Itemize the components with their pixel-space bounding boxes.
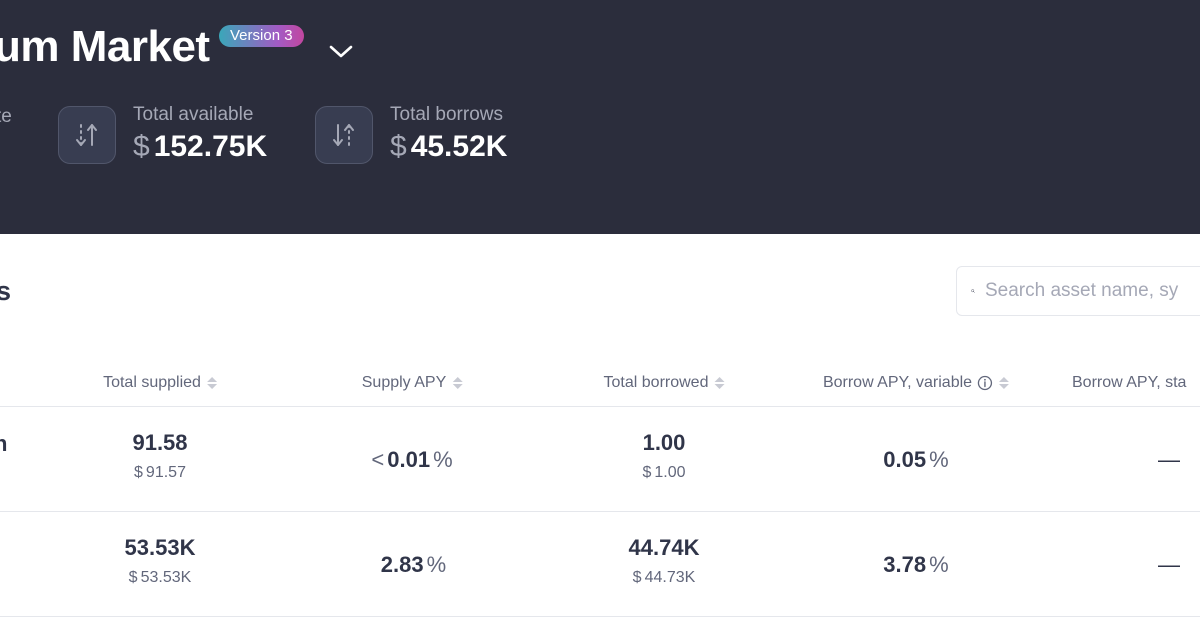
column-header-label: Total supplied [103,374,201,391]
total-supplied-value: 53.53K [124,535,196,560]
column-header-total-borrowed[interactable]: Total borrowed [604,374,725,392]
search-icon [971,289,975,293]
market-title: um Market [0,22,210,71]
total-supplied-usd: $91.57 [134,464,186,481]
sort-icon [714,376,725,390]
chevron-down-icon [329,45,353,58]
search-input[interactable] [985,280,1200,302]
arrows-up-down-icon [58,106,116,164]
total-borrowed-value: 1.00 [642,430,686,455]
market-header: um Market Version 3 te Total available $… [0,0,1200,234]
total-borrowed-cell: 44.74K $44.73K [629,535,700,587]
column-header-borrow-apy-variable[interactable]: Borrow APY, variable [822,374,1010,392]
asset-name: h [0,431,8,456]
total-supplied-usd: $53.53K [128,569,192,586]
borrow-apy-variable-value: 3.78% [883,552,949,577]
borrow-apy-stable-value: — [1158,552,1180,577]
column-header-label: Borrow APY, sta [1072,374,1187,391]
row-divider [0,616,1200,617]
stat-label: Total borrows [390,104,503,125]
sort-icon [452,376,463,390]
supply-apy-value: <0.01% [371,447,453,472]
total-supplied-cell: 53.53K $53.53K [125,535,196,587]
sort-icon [206,376,217,390]
market-selector-button[interactable] [328,40,354,64]
total-supplied-cell: 91.58 $91.57 [132,430,187,482]
version-badge: Version 3 [219,25,304,47]
borrow-apy-variable-value: 0.05% [883,447,949,472]
total-borrowed-usd: $44.73K [632,569,696,586]
header-divider [0,406,1200,407]
total-borrowed-value: 44.74K [628,535,700,560]
sort-icon [999,376,1010,390]
stat-label-clipped: te [0,106,12,127]
column-header-label: Borrow APY, variable [822,374,973,391]
total-borrowed-cell: 1.00 $1.00 [642,430,685,482]
stat-value: $152.75K [133,130,268,163]
total-borrowed-usd: $1.00 [642,464,686,481]
column-header-label: Supply APY [361,374,447,391]
column-header-label: Total borrowed [603,374,709,391]
column-header-supply-apy[interactable]: Supply APY [362,374,463,392]
column-header-borrow-apy-stable[interactable]: Borrow APY, sta [1072,374,1186,392]
stat-value: $45.52K [390,130,508,163]
arrows-down-up-icon [315,106,373,164]
supply-apy-value: 2.83% [380,552,447,577]
assets-section-title: s [0,276,12,306]
column-header-total-supplied[interactable]: Total supplied [103,374,217,392]
stat-label: Total available [133,104,254,125]
total-supplied-value: 91.58 [132,430,188,455]
info-icon[interactable] [977,375,993,391]
asset-search-box[interactable] [956,266,1200,316]
borrow-apy-stable-value: — [1158,447,1180,472]
row-divider [0,511,1200,512]
